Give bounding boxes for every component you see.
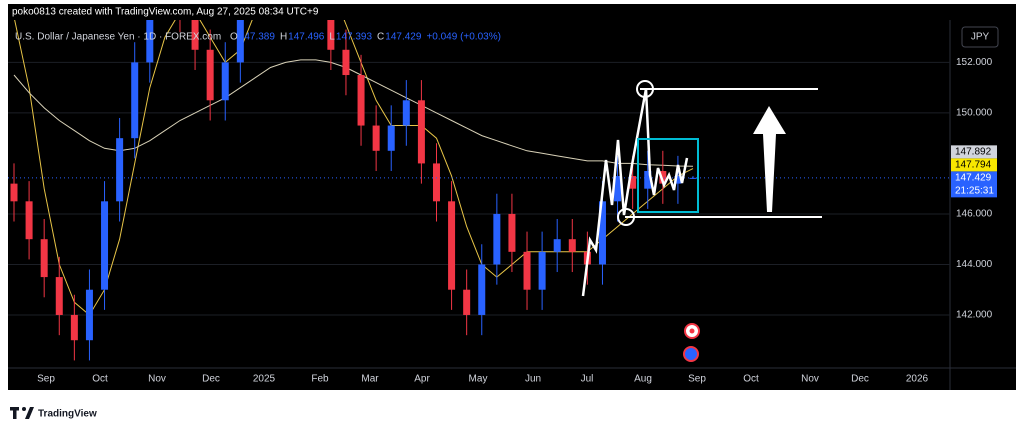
price-label: 147.892: [955, 146, 992, 157]
candle-body: [644, 171, 652, 189]
candle-body: [629, 176, 637, 189]
time-label: Nov: [801, 374, 819, 385]
candle-body: [85, 289, 93, 341]
logo-mark: [10, 407, 34, 419]
price-label-box: [951, 145, 997, 159]
range-box: [637, 138, 699, 213]
change-label: +0.049 (+0.03%): [426, 32, 501, 43]
price-label-box: [951, 171, 997, 198]
candle-body: [523, 251, 531, 290]
drawings: [581, 80, 822, 362]
candle-body: [40, 239, 48, 278]
price-label: 147.429: [955, 172, 992, 183]
candle-body: [387, 125, 395, 151]
candle-body: [478, 264, 486, 315]
candle-body: [191, 20, 199, 50]
candle-body: [357, 75, 365, 126]
candle-body: [101, 201, 109, 290]
time-label: May: [469, 374, 488, 385]
time-label: 2025: [253, 374, 276, 385]
ohlc-key: O: [230, 32, 238, 43]
time-label: Jul: [581, 374, 594, 385]
candle-body: [614, 176, 622, 202]
currency-button[interactable]: [961, 26, 999, 48]
candle-body: [116, 138, 124, 202]
price-label: 147.794: [955, 159, 992, 170]
ohlc-value: 147.393: [336, 32, 373, 43]
up-arrow: [753, 106, 786, 212]
candle-body: [131, 62, 139, 139]
logo-text: TradingView: [38, 409, 97, 420]
countdown-label: 21:25:31: [955, 185, 994, 196]
y-tick-label: 142.000: [956, 310, 993, 321]
ohlc-key: L: [329, 32, 335, 43]
candle-body: [659, 171, 667, 184]
candle-body: [55, 277, 63, 315]
candle-body: [327, 20, 335, 50]
time-label: 2026: [906, 374, 929, 385]
ohlc-value: 147.389: [239, 32, 276, 43]
candle-body: [493, 213, 501, 265]
time-label: Feb: [311, 374, 329, 385]
candle-body: [417, 100, 425, 164]
candle-body: [342, 49, 350, 76]
candle-body: [70, 314, 78, 341]
time-label: Sep: [37, 374, 55, 385]
y-tick-label: 144.000: [956, 259, 993, 270]
currency-label[interactable]: JPY: [971, 32, 990, 43]
y-tick-label: 150.000: [956, 108, 993, 119]
y-tick-label: 146.000: [956, 209, 993, 220]
marker-circle: [636, 80, 654, 98]
candle-body: [463, 289, 471, 315]
ohlc-legend: O 147.389 H 147.496 L 147.393 C 147.429: [230, 32, 422, 43]
symbol-title: U.S. Dollar / Japanese Yen · 1D · FOREX.…: [15, 32, 221, 43]
event-icon: [683, 346, 699, 362]
ohlc-key: C: [377, 32, 384, 43]
candle-body: [538, 251, 546, 290]
candle-body: [568, 239, 576, 252]
watermark: poko0813 created with TradingView.com, A…: [12, 7, 319, 18]
price-label-box: [951, 158, 997, 172]
moving-average: [13, 59, 694, 167]
event-icon-dot: [689, 328, 695, 334]
moving-average: [14, 20, 694, 316]
time-label: Aug: [634, 374, 652, 385]
candle-body: [432, 163, 440, 202]
candle-body: [402, 100, 410, 126]
candle-body: [448, 201, 456, 290]
time-label: Sep: [688, 374, 706, 385]
candle-body: [372, 125, 380, 151]
ohlc-value: 147.496: [288, 32, 325, 43]
candle-body: [508, 213, 516, 252]
candle-body: [674, 176, 682, 184]
candle-body: [146, 20, 154, 63]
ohlc-value: 147.429: [385, 32, 422, 43]
time-label: Apr: [414, 374, 430, 385]
time-label: Nov: [148, 374, 166, 385]
candle-body: [236, 20, 244, 63]
candle-body: [689, 177, 697, 179]
time-label: Dec: [202, 374, 220, 385]
candle-body: [553, 239, 561, 252]
candle-body: [598, 201, 606, 265]
zigzag-drawing: [581, 88, 689, 297]
time-label: Oct: [743, 374, 759, 385]
candle-body: [25, 201, 33, 240]
plot-area: [8, 20, 950, 361]
candle-body: [221, 62, 229, 101]
y-tick-label: 152.000: [956, 57, 993, 68]
marker-circle: [617, 208, 635, 226]
time-label: Oct: [92, 374, 108, 385]
candle-body: [206, 49, 214, 101]
time-label: Jun: [525, 374, 541, 385]
candle-body: [10, 183, 18, 202]
time-label: Dec: [851, 374, 869, 385]
time-label: Mar: [361, 374, 379, 385]
ohlc-key: H: [280, 32, 287, 43]
